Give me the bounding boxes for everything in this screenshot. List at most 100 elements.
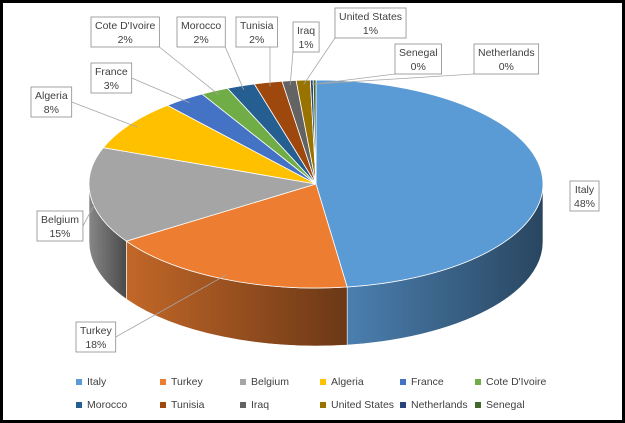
legend-label: Morocco bbox=[87, 399, 127, 411]
pie-slice-italy bbox=[315, 79, 544, 288]
legend-label: Turkey bbox=[171, 376, 203, 388]
legend-swatch bbox=[400, 402, 406, 408]
legend-swatch bbox=[76, 402, 82, 408]
legend-swatch bbox=[320, 402, 326, 408]
data-label-iraq: Iraq 1% bbox=[292, 21, 320, 53]
legend-swatch bbox=[240, 402, 246, 408]
data-label-france: France 3% bbox=[90, 62, 133, 94]
data-label-box bbox=[30, 86, 73, 118]
legend-item-tunisia: Tunisia bbox=[160, 399, 205, 411]
data-label-name: Belgium bbox=[41, 214, 79, 226]
data-label-name: Italy bbox=[575, 184, 595, 196]
legend-swatch bbox=[475, 379, 481, 385]
legend-item-algeria: Algeria bbox=[320, 376, 364, 388]
data-label-name: Netherlands bbox=[478, 47, 535, 59]
data-label-value: 2% bbox=[249, 34, 264, 46]
legend-label: Italy bbox=[87, 376, 107, 388]
data-label-box bbox=[569, 180, 600, 212]
legend-label: Netherlands bbox=[411, 399, 468, 411]
data-label-box bbox=[90, 16, 160, 48]
data-label-value: 15% bbox=[49, 228, 70, 240]
data-label-box bbox=[473, 43, 540, 75]
data-label-morocco: Morocco 2% bbox=[176, 16, 226, 48]
pie-slice-belgium bbox=[88, 147, 317, 242]
legend-swatch bbox=[76, 379, 82, 385]
pie-slice-turkey bbox=[125, 183, 348, 289]
data-label-name: Tunisia bbox=[240, 20, 274, 32]
legend-label: Belgium bbox=[251, 376, 289, 388]
legend-label: Algeria bbox=[331, 376, 364, 388]
leader-line-netherlands bbox=[311, 73, 475, 85]
leader-line-belgium bbox=[82, 195, 100, 227]
data-label-box bbox=[235, 16, 278, 48]
data-label-value: 1% bbox=[363, 25, 378, 37]
data-label-netherlands: Netherlands 0% bbox=[473, 43, 540, 75]
data-label-value: 0% bbox=[411, 61, 426, 73]
legend-item-cote-d-ivoire: Cote D'Ivoire bbox=[475, 376, 547, 388]
legend-item-turkey: Turkey bbox=[160, 376, 203, 388]
data-label-name: United States bbox=[339, 11, 402, 23]
leader-lines bbox=[71, 37, 475, 338]
data-label-value: 18% bbox=[85, 339, 106, 351]
data-label-value: 2% bbox=[118, 34, 133, 46]
data-label-box bbox=[176, 16, 226, 48]
leader-line-turkey bbox=[115, 274, 227, 338]
pie-slice-senegal bbox=[312, 79, 317, 185]
data-label-name: Morocco bbox=[181, 20, 221, 32]
legend-label: Senegal bbox=[486, 399, 525, 411]
legend-item-france: France bbox=[400, 376, 444, 388]
data-label-tunisia: Tunisia 2% bbox=[235, 16, 278, 48]
legend-swatch bbox=[160, 379, 166, 385]
leader-line-iraq bbox=[289, 51, 294, 85]
legend-swatch bbox=[240, 379, 246, 385]
data-label-value: 3% bbox=[104, 80, 119, 92]
legend-swatch bbox=[400, 379, 406, 385]
leader-line-morocco bbox=[224, 46, 245, 90]
data-label-value: 2% bbox=[194, 34, 209, 46]
pie-slices bbox=[88, 79, 544, 289]
data-label-turkey: Turkey 18% bbox=[75, 321, 117, 353]
legend-label: Iraq bbox=[251, 399, 269, 411]
data-label-value: 48% bbox=[574, 198, 595, 210]
data-label-box bbox=[75, 321, 117, 353]
data-label-name: Algeria bbox=[35, 90, 68, 102]
legend-label: France bbox=[411, 376, 444, 388]
data-label-box bbox=[334, 7, 407, 39]
legend-label: Cote D'Ivoire bbox=[486, 376, 547, 388]
legend-item-united-states: United States bbox=[320, 399, 394, 411]
legend-item-iraq: Iraq bbox=[240, 399, 269, 411]
leader-line-france bbox=[131, 77, 190, 104]
leader-line-algeria bbox=[71, 101, 138, 128]
data-label-value: 8% bbox=[44, 104, 59, 116]
legend-item-italy: Italy bbox=[76, 376, 107, 388]
data-label-value: 0% bbox=[499, 61, 514, 73]
data-label-value: 1% bbox=[298, 39, 313, 51]
legend-item-belgium: Belgium bbox=[240, 376, 289, 388]
legend-label: United States bbox=[331, 399, 394, 411]
data-label-box bbox=[394, 43, 442, 75]
data-label-box bbox=[292, 21, 320, 53]
data-label-belgium: Belgium 15% bbox=[36, 210, 84, 242]
data-labels: Italy 48% Turkey 18% Belgium 15% Algeria 8% Fran… bbox=[30, 7, 600, 353]
legend-item-morocco: Morocco bbox=[76, 399, 127, 411]
data-label-name: Cote D'Ivoire bbox=[95, 20, 156, 32]
legend-swatch bbox=[320, 379, 326, 385]
legend: Italy Turkey Belgium Algeria France Cote D'Iv… bbox=[76, 376, 547, 411]
legend-swatch bbox=[160, 402, 166, 408]
data-label-senegal: Senegal 0% bbox=[394, 43, 442, 75]
data-label-box bbox=[36, 210, 84, 242]
legend-swatch bbox=[475, 402, 481, 408]
leader-line-senegal bbox=[314, 73, 396, 85]
legend-label: Tunisia bbox=[171, 399, 205, 411]
data-label-algeria: Algeria 8% bbox=[30, 86, 73, 118]
legend-item-netherlands: Netherlands bbox=[400, 399, 468, 411]
data-label-name: France bbox=[95, 66, 128, 78]
leader-line-cote-d-ivoire bbox=[159, 46, 219, 95]
data-label-box bbox=[90, 62, 133, 94]
pie-slice-algeria bbox=[102, 104, 317, 185]
data-label-name: Senegal bbox=[399, 47, 438, 59]
data-label-united-states: United States 1% bbox=[334, 7, 407, 39]
data-label-cote-d-ivoire: Cote D'Ivoire 2% bbox=[90, 16, 160, 48]
